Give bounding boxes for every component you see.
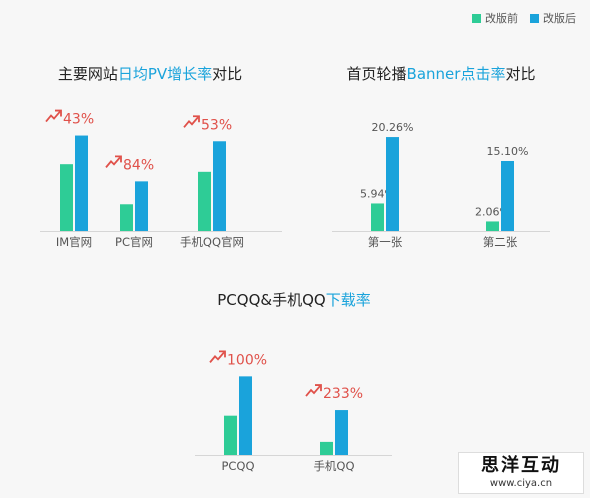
legend-label-before: 改版前 [485,12,518,25]
chart1-growth-label-1: 43% [63,112,94,128]
chart1-title-prefix: 主要网站 [58,65,118,83]
chart2-title-highlight: Banner点击率 [407,65,506,83]
chart1-growth-icon-3 [183,116,199,128]
watermark-title: 思洋互动 [481,455,561,476]
watermark: 思洋互动 www.ciya.cn [458,452,584,494]
chart3-tick-label-2: 手机QQ [313,459,354,473]
chart3-bar-before-2 [320,441,333,455]
chart1-growth-icon-3-head [193,115,200,123]
chart2-bar-after-2 [501,160,514,231]
chart3-growth-label-2: 233% [323,386,363,402]
chart2-bar-after-1 [386,137,399,231]
chart1-growth-label-3: 53% [201,117,232,133]
chart1-bar-before-3 [198,171,211,231]
chart1-tick-label-3: 手机QQ官网 [180,235,244,249]
legend-swatch-before [472,13,481,23]
chart3-growth-icon-1 [209,351,225,363]
watermark-url: www.ciya.cn [489,478,553,489]
chart3-title-prefix: PCQQ&手机QQ [217,291,325,309]
chart2-tick-label-1: 第一张 [368,235,403,249]
chart1-bar-after-2 [135,181,148,231]
chart1-bar-before-2 [120,204,133,231]
chart3-growth-label-1: 100% [227,352,267,368]
legend: 改版前 改版后 [472,10,576,26]
chart1-bar-after-1 [75,135,88,231]
legend-label-after: 改版后 [543,12,576,25]
legend-swatch-after [530,13,539,23]
chart1-growth-icon-1 [45,110,61,123]
chart1-tick-label-1: IM官网 [56,235,92,249]
chart1-bar-before-1 [60,164,73,231]
chart3-growth-icon-2 [305,385,321,397]
chart1-title-highlight: 日均PV增长率 [118,65,212,83]
chart1-bar-after-3 [213,141,226,231]
chart2-value-label-after-2: 15.10% [487,145,529,158]
chart1-tick-label-2: PC官网 [115,235,153,249]
chart2-title-suffix: 对比 [505,65,535,83]
chart3-growth-icon-2-head [315,384,322,392]
chart3-growth-icon-1-head [219,350,226,358]
chart1-growth-icon-2-head [115,155,122,163]
chart1-growth-label-2: 84% [123,157,154,173]
chart3-bar-after-2 [335,410,348,455]
chart2-title: 首页轮播Banner点击率对比 [347,65,536,83]
chart3-title-highlight: 下载率 [326,291,371,309]
chart2-bar-before-1 [371,203,384,231]
chart2-value-label-after-1: 20.26% [372,121,414,134]
chart2-tick-label-2: 第二张 [483,235,518,249]
chart2-title-prefix: 首页轮播 [347,65,407,83]
chart3-tick-label-1: PCQQ [221,459,254,473]
chart1-growth-icon-2 [105,156,121,168]
chart3-bar-before-1 [224,415,237,455]
chart3-bar-after-1 [239,376,252,455]
legend-item-before: 改版前 [472,10,518,26]
legend-item-after: 改版后 [530,10,576,26]
chart2-bar-before-2 [486,221,499,231]
chart1-title: 主要网站日均PV增长率对比 [58,65,242,83]
chart1-growth-icon-1-head [55,109,62,117]
chart1-title-suffix: 对比 [212,65,242,83]
chart3-title: PCQQ&手机QQ下载率 [217,291,370,309]
